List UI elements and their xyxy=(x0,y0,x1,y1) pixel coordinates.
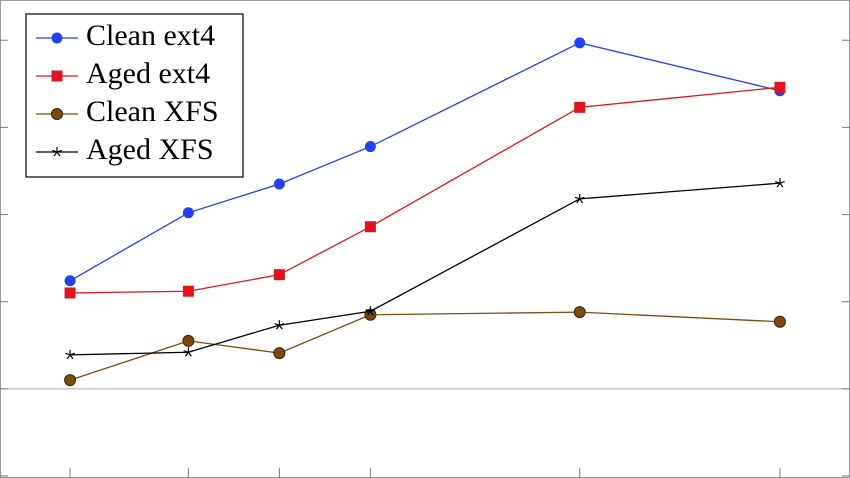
star-arm xyxy=(278,324,283,330)
marker xyxy=(273,269,285,281)
marker xyxy=(773,315,786,328)
star-arm xyxy=(183,350,189,353)
star-arm xyxy=(69,352,76,356)
star-arm xyxy=(366,310,371,316)
marker xyxy=(365,306,376,316)
marker xyxy=(182,285,194,297)
legend-label: Clean XFS xyxy=(86,95,219,128)
marker xyxy=(64,275,76,287)
legend-label: Clean ext4 xyxy=(86,19,215,52)
legend-label: Aged XFS xyxy=(86,133,214,166)
marker xyxy=(774,81,786,93)
series-line xyxy=(70,182,780,356)
star-arm xyxy=(774,181,781,184)
star-arm xyxy=(776,182,781,188)
star-arm xyxy=(66,354,71,360)
star-arm xyxy=(53,151,58,157)
star-arm xyxy=(369,310,374,316)
star-arm xyxy=(275,324,280,330)
marker xyxy=(273,178,285,190)
star-arm xyxy=(579,196,585,200)
star-arm xyxy=(574,196,580,200)
marker xyxy=(51,70,63,82)
star-arm xyxy=(56,149,62,153)
series-line xyxy=(69,311,780,381)
series-line xyxy=(69,42,781,282)
legend-box xyxy=(25,13,244,178)
marker xyxy=(774,178,785,188)
star-arm xyxy=(274,323,280,326)
marker xyxy=(51,108,63,120)
marker xyxy=(364,141,376,153)
marker xyxy=(274,320,285,330)
star-arm xyxy=(187,351,192,357)
marker xyxy=(182,334,195,347)
marker xyxy=(364,221,376,233)
star-arm xyxy=(779,181,785,184)
marker xyxy=(574,37,586,49)
star-arm xyxy=(365,309,371,312)
marker xyxy=(273,347,286,360)
star-arm xyxy=(576,198,581,204)
marker xyxy=(64,287,76,299)
series-line xyxy=(70,86,780,294)
star-arm xyxy=(69,354,74,360)
marker xyxy=(574,193,585,204)
star-arm xyxy=(279,323,285,326)
star-arm xyxy=(579,198,584,204)
marker xyxy=(64,374,77,387)
marker xyxy=(183,347,194,357)
star-arm xyxy=(56,151,61,157)
marker xyxy=(51,32,63,44)
marker xyxy=(182,207,194,219)
marker xyxy=(573,306,586,319)
star-arm xyxy=(52,149,58,153)
star-arm xyxy=(184,351,189,357)
star-arm xyxy=(370,309,376,312)
legend-label: Aged ext4 xyxy=(86,57,210,90)
star-arm xyxy=(188,350,194,353)
marker xyxy=(65,349,76,360)
legend: Clean ext4 Aged ext4 Clean XFS Aged XFS xyxy=(25,13,244,178)
marker xyxy=(52,147,62,157)
marker xyxy=(574,101,586,113)
star-arm xyxy=(65,352,71,356)
star-arm xyxy=(779,182,784,188)
